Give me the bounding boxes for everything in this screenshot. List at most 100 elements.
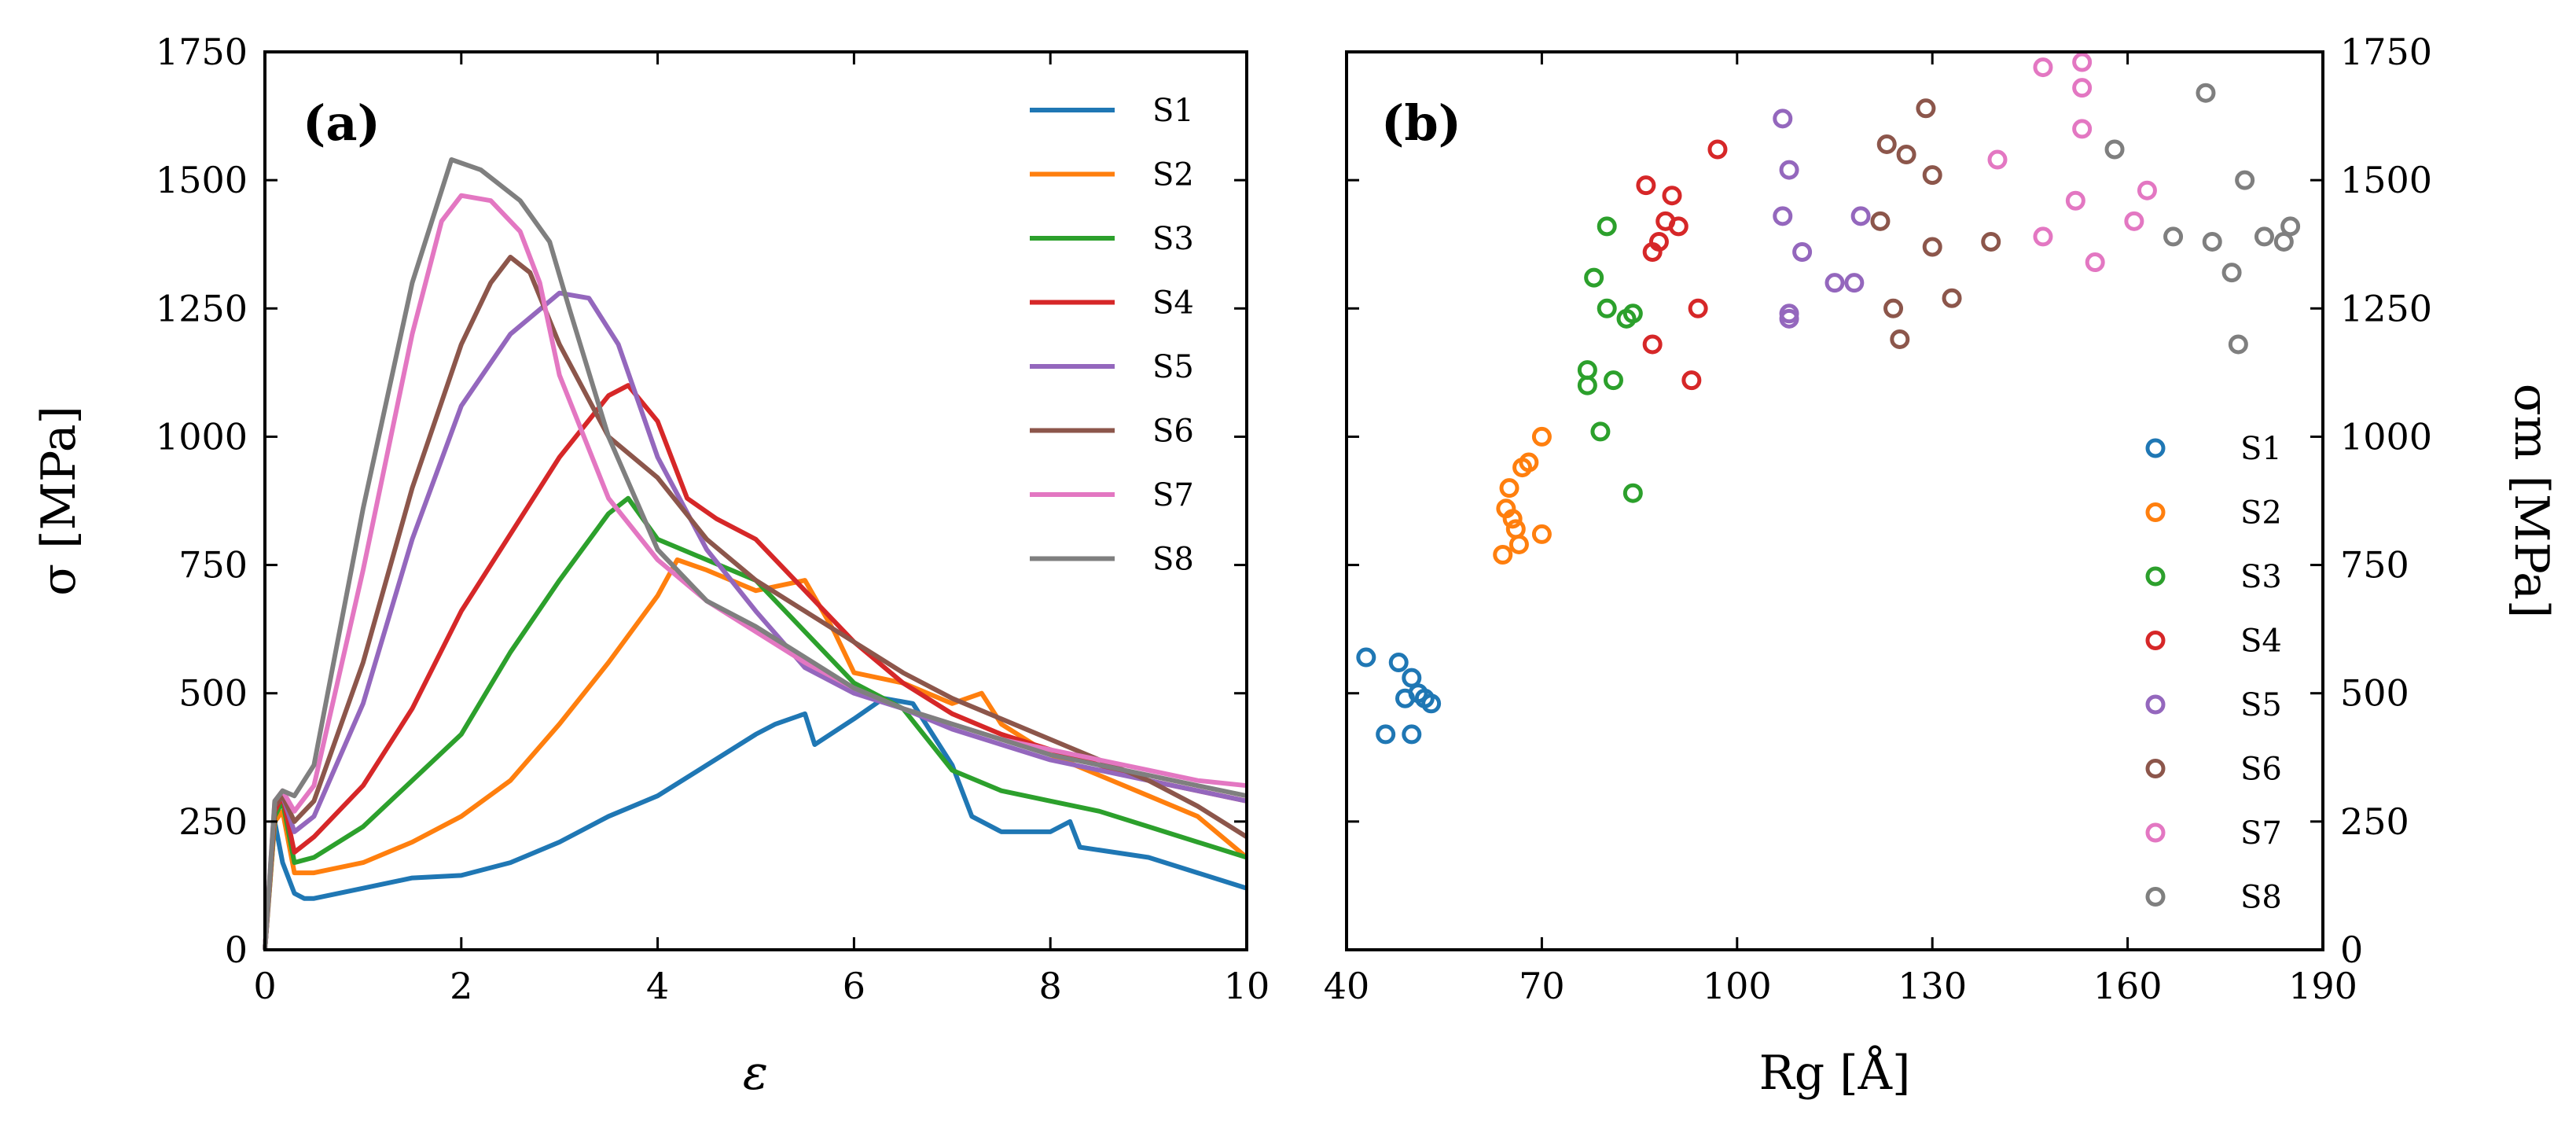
panel-b-point-S7 bbox=[2033, 226, 2053, 247]
panel-b-legend-swatch bbox=[2145, 566, 2166, 587]
panel-b-point-S3 bbox=[1577, 360, 1597, 381]
panel-a-x-tick-label: 10 bbox=[1224, 965, 1270, 1007]
panel-b-legend-label: S1 bbox=[2240, 431, 2282, 467]
panel-b-point-S6 bbox=[1890, 329, 1910, 349]
panel-b-point-S6 bbox=[1883, 298, 1904, 318]
panel-a-y-tick-label: 1250 bbox=[156, 287, 248, 329]
panel-a-y-axis-label: σ [MPa] bbox=[31, 406, 86, 596]
panel-b-point-S2 bbox=[1531, 524, 1552, 544]
panel-a-tag: (a) bbox=[303, 94, 380, 152]
panel-b-point-S7 bbox=[2033, 57, 2053, 78]
panel-b-y-tick-label: 1750 bbox=[2340, 31, 2432, 73]
panel-b-point-S3 bbox=[1597, 216, 1617, 237]
panel-b-point-S2 bbox=[1496, 498, 1516, 519]
panel-b-point-S8 bbox=[2280, 216, 2301, 237]
panel-b-point-S4 bbox=[1707, 139, 1728, 160]
panel-b-point-S6 bbox=[1981, 231, 2001, 252]
panel-b-point-S2 bbox=[1508, 534, 1529, 554]
panel-b-point-S7 bbox=[2072, 78, 2093, 98]
panel-b-point-S8 bbox=[2196, 83, 2216, 103]
panel-b-point-S8 bbox=[2228, 334, 2248, 355]
panel-b-point-S5 bbox=[1825, 273, 1845, 293]
panel-b-legend-swatch bbox=[2145, 502, 2166, 522]
panel-b-point-S1 bbox=[1421, 693, 1442, 714]
panel-b-legend-swatch bbox=[2145, 887, 2166, 907]
panel-a-y-tick-label: 1000 bbox=[156, 415, 248, 458]
panel-b-point-S5 bbox=[1773, 206, 1793, 226]
panel-b-point-S4 bbox=[1648, 231, 1669, 252]
panel-b-legend-label: S2 bbox=[2240, 495, 2282, 532]
panel-b-point-S5 bbox=[1773, 109, 1793, 129]
panel-b-point-S1 bbox=[1402, 668, 1422, 688]
panel-b-tag: (b) bbox=[1381, 94, 1461, 152]
panel-b-point-S7 bbox=[2072, 119, 2093, 139]
panel-b-point-S5 bbox=[1792, 242, 1813, 263]
panel-b-point-S4 bbox=[1681, 370, 1702, 391]
panel-b-point-S8 bbox=[2254, 226, 2274, 247]
panel-b-point-S1 bbox=[1402, 724, 1422, 745]
panel-b-point-S2 bbox=[1519, 452, 1539, 473]
panel-b-point-S8 bbox=[2163, 226, 2184, 247]
panel-b-point-S1 bbox=[1388, 653, 1409, 673]
panel-b-y-tick-label: 1250 bbox=[2340, 287, 2432, 329]
panel-a-legend-label: S3 bbox=[1152, 221, 1194, 257]
panel-a-series-S8 bbox=[263, 157, 1248, 951]
panel-b-point-S5 bbox=[1779, 308, 1799, 329]
panel-a-legend-label: S1 bbox=[1152, 93, 1194, 129]
panel-b-legend-label: S4 bbox=[2240, 624, 2282, 660]
panel-b-point-S8 bbox=[2221, 263, 2242, 283]
panel-a-legend-label: S2 bbox=[1152, 157, 1194, 193]
panel-a-legend-label: S6 bbox=[1152, 414, 1194, 450]
panel-b-point-S7 bbox=[2137, 180, 2157, 200]
panel-b-point-S4 bbox=[1688, 298, 1708, 318]
panel-b-y-tick-label: 500 bbox=[2340, 672, 2409, 715]
panel-b-y-tick-label: 1500 bbox=[2340, 159, 2432, 201]
panel-a-x-tick-label: 6 bbox=[843, 965, 865, 1007]
panel-b-point-S4 bbox=[1668, 216, 1689, 237]
panel-b-point-S3 bbox=[1577, 375, 1597, 395]
panel-b-point-S4 bbox=[1642, 334, 1663, 355]
panel-b-point-S6 bbox=[1896, 145, 1916, 165]
panel-b-point-S7 bbox=[2065, 190, 2085, 211]
panel-b-point-S2 bbox=[1493, 545, 1513, 565]
panel-b-point-S6 bbox=[1942, 288, 1962, 308]
panel-b-point-S5 bbox=[1850, 206, 1871, 226]
panel-b-series-group bbox=[1356, 52, 2301, 745]
panel-b-point-S3 bbox=[1584, 267, 1604, 288]
panel-a-y-tick-label: 750 bbox=[178, 544, 248, 587]
panel-b-x-tick-label: 100 bbox=[1703, 965, 1772, 1007]
panel-a-legend-label: S8 bbox=[1152, 542, 1194, 578]
panel-b-point-S7 bbox=[1987, 149, 2008, 170]
panel-b-legend-label: S3 bbox=[2240, 559, 2282, 595]
panel-b-legend-swatch bbox=[2145, 759, 2166, 778]
panel-a-x-axis-label: ε bbox=[743, 1046, 768, 1101]
panel-b-point-S5 bbox=[1779, 160, 1799, 180]
panel-b-point-S8 bbox=[2273, 231, 2294, 252]
panel-b-y-tick-label: 750 bbox=[2340, 544, 2409, 587]
panel-b-point-S3 bbox=[1597, 298, 1617, 318]
panel-a-stress-strain-plot: 0 2 4 6 8 10 0 250 500 750 1000 1250 1500 1750 (a) S1… bbox=[31, 31, 1270, 1101]
panel-b-legend-swatch bbox=[2145, 438, 2166, 458]
panel-a-y-tick-label: 1500 bbox=[156, 159, 248, 201]
panel-a-ticks: 0 2 4 6 8 10 0 250 500 750 1000 1250 1500 1750 bbox=[156, 31, 1270, 1007]
panel-b-y-axis-label: σm [MPa] bbox=[2504, 384, 2559, 619]
panel-b-point-S6 bbox=[1922, 237, 1942, 257]
panel-a-legend: S1 S2 S3 S4 S5 S6 S7 S8 bbox=[1030, 93, 1194, 578]
panel-a-x-tick-label: 8 bbox=[1039, 965, 1062, 1007]
panel-b-legend-label: S7 bbox=[2240, 815, 2282, 852]
panel-b-point-S2 bbox=[1531, 426, 1552, 447]
panel-b-point-S3 bbox=[1603, 370, 1623, 391]
panel-b-legend-label: S5 bbox=[2240, 687, 2282, 723]
panel-a-series-S4 bbox=[263, 383, 1248, 951]
panel-b-legend: S1 S2 S3 S4 S5 S6 S7 S8 bbox=[2145, 431, 2282, 916]
panel-b-x-tick-label: 130 bbox=[1898, 965, 1967, 1007]
panel-b-point-S3 bbox=[1590, 421, 1611, 442]
panel-a-y-tick-label: 250 bbox=[178, 800, 248, 843]
panel-a-series-group bbox=[263, 157, 1248, 951]
panel-b-legend-swatch bbox=[2145, 631, 2166, 650]
panel-b-legend-swatch bbox=[2145, 694, 2166, 715]
panel-a-legend-label: S5 bbox=[1152, 349, 1194, 385]
panel-b-x-tick-label: 160 bbox=[2093, 965, 2163, 1007]
